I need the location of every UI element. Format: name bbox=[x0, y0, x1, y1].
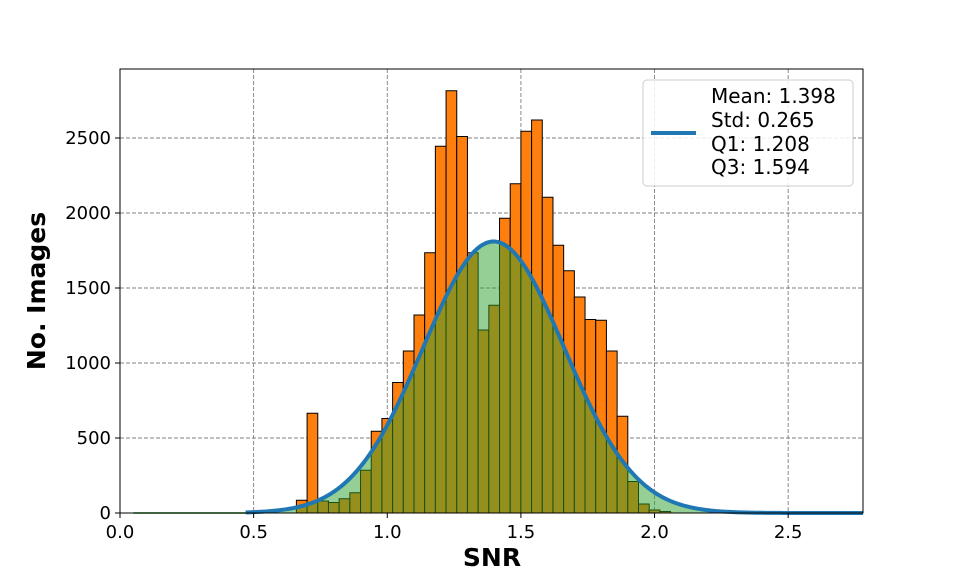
fit-area bbox=[245, 241, 863, 513]
plot-frame bbox=[119, 68, 864, 514]
x-tick-label: 0.0 bbox=[106, 522, 135, 543]
x-tick-label: 1.5 bbox=[507, 522, 536, 543]
legend: Mean: 1.398 Std: 0.265 Q1: 1.208 Q3: 1.5… bbox=[642, 79, 854, 187]
y-tick-label: 1000 bbox=[65, 353, 111, 374]
y-tick-label: 0 bbox=[100, 503, 111, 524]
y-tick-label: 2500 bbox=[65, 128, 111, 149]
x-tick-label: 2.5 bbox=[774, 522, 803, 543]
x-tick-label: 0.5 bbox=[239, 522, 268, 543]
histogram-bar bbox=[306, 412, 319, 514]
y-tick-label: 500 bbox=[77, 428, 111, 449]
legend-std-label: Std: 0.265 bbox=[711, 108, 815, 132]
legend-q1-label: Q1: 1.208 bbox=[711, 132, 810, 156]
legend-box bbox=[642, 79, 854, 187]
x-tick-label: 2.0 bbox=[640, 522, 669, 543]
y-axis-ticks: 0 500 1000 1500 2000 2500 bbox=[65, 128, 120, 524]
legend-mean-label: Mean: 1.398 bbox=[711, 84, 836, 108]
x-axis-title: SNR bbox=[463, 543, 521, 572]
y-axis-title: No. Images bbox=[22, 212, 51, 370]
y-tick-label: 1500 bbox=[65, 278, 111, 299]
x-axis-ticks: 0.0 0.5 1.0 1.5 2.0 2.5 bbox=[106, 513, 803, 543]
legend-q3-label: Q3: 1.594 bbox=[711, 155, 810, 179]
y-tick-label: 2000 bbox=[65, 203, 111, 224]
x-tick-label: 1.0 bbox=[373, 522, 402, 543]
